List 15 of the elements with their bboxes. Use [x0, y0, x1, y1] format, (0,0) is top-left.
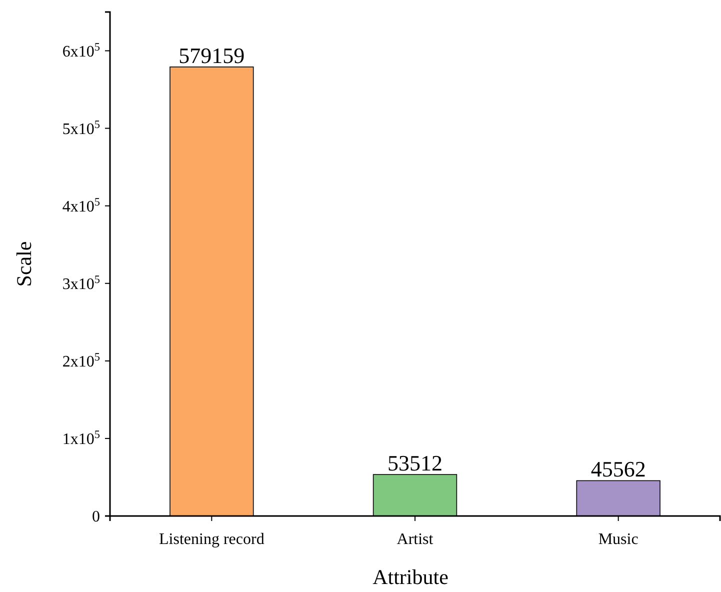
y-tick-label: 6x10$^{5}$ [62, 41, 100, 60]
x-axis-title: Attribute [372, 565, 448, 589]
y-axis-title: Scale [12, 241, 36, 287]
y-tick-label: 3x10$^{5}$ [62, 274, 100, 293]
y-tick-label: 2x10$^{5}$ [62, 352, 100, 371]
data-label: 45562 [590, 456, 646, 482]
y-tick-label: 1x10$^{5}$ [62, 429, 100, 448]
data-label: 579159 [178, 42, 245, 68]
y-tick-label: 5x10$^{5}$ [62, 118, 100, 138]
y-tick-label: 4x10$^{5}$ [62, 196, 100, 216]
y-tick-label: 0 [92, 508, 100, 526]
x-tick-label: Artist [396, 531, 434, 548]
x-tick-label: Listening record [159, 531, 264, 548]
x-tick-label: Music [598, 531, 638, 548]
data-label: 53512 [388, 450, 442, 476]
